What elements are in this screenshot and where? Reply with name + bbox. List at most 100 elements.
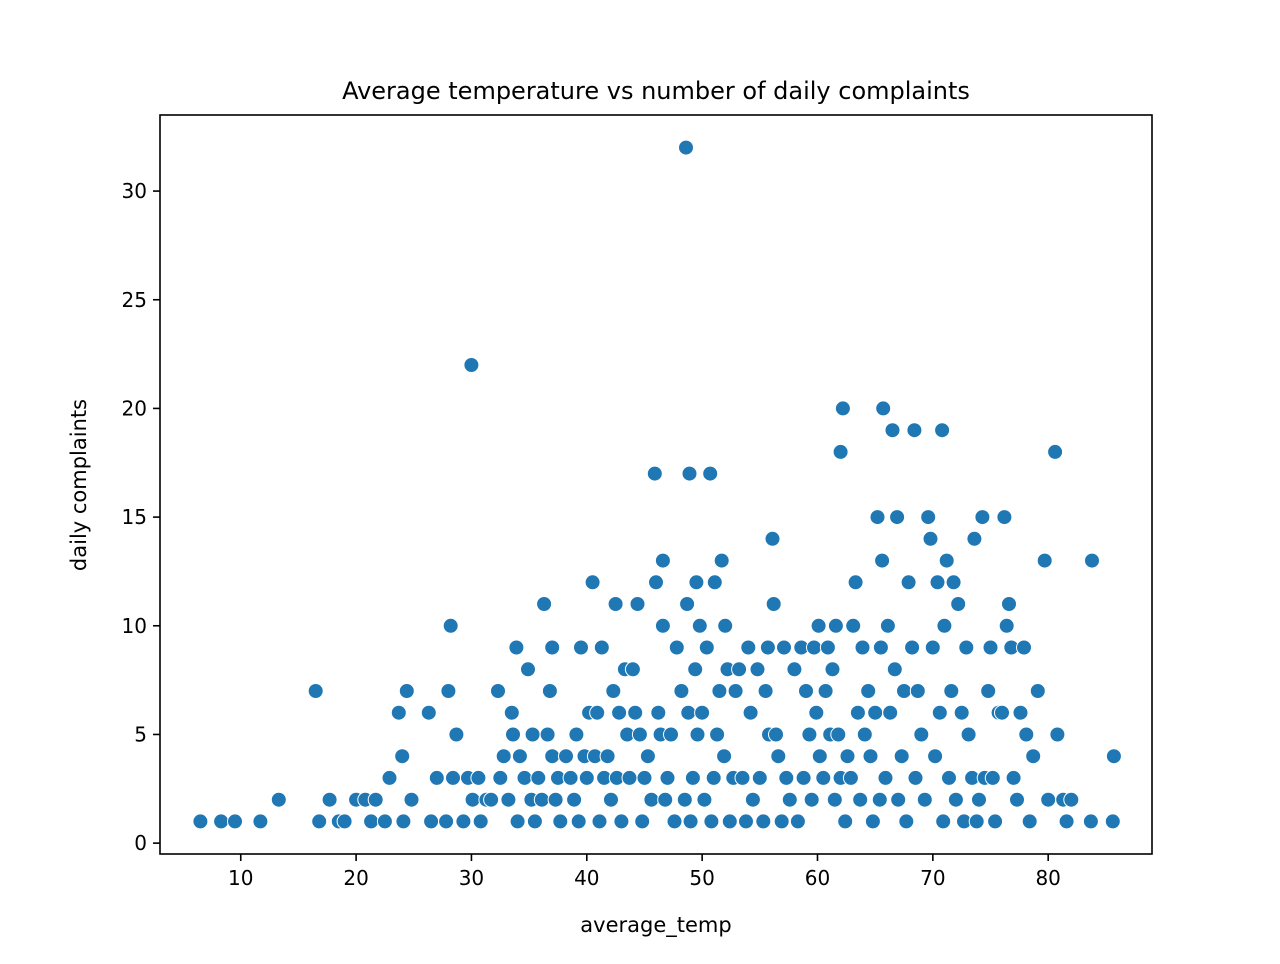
- data-point: [934, 422, 951, 439]
- data-point: [666, 813, 683, 830]
- data-point: [742, 704, 759, 721]
- plot-frame: [159, 114, 1153, 855]
- data-point: [445, 769, 461, 786]
- data-point: [541, 683, 558, 699]
- data-point: [403, 791, 420, 808]
- data-point: [689, 726, 706, 743]
- data-point: [472, 813, 489, 830]
- data-point: [890, 791, 907, 808]
- data-point: [953, 704, 970, 721]
- data-point: [1025, 748, 1042, 765]
- data-point: [815, 769, 832, 786]
- data-point: [1018, 726, 1035, 743]
- x-tick-label: 50: [689, 866, 714, 890]
- data-point: [1036, 552, 1053, 569]
- data-point: [605, 683, 622, 699]
- data-point: [927, 748, 944, 765]
- data-point: [827, 617, 844, 634]
- data-point: [856, 726, 873, 743]
- data-point: [727, 683, 744, 699]
- data-point: [938, 552, 955, 569]
- data-point: [673, 683, 690, 699]
- data-point: [786, 661, 803, 678]
- data-point: [713, 552, 730, 569]
- data-point: [573, 639, 589, 656]
- data-point: [817, 683, 834, 699]
- data-point: [395, 813, 412, 830]
- data-point: [524, 726, 541, 743]
- data-point: [442, 617, 459, 634]
- data-point: [678, 139, 694, 156]
- data-point: [924, 639, 941, 656]
- x-axis-label: average_temp: [580, 913, 731, 938]
- data-point: [213, 813, 230, 830]
- data-point: [798, 683, 814, 699]
- data-point: [824, 661, 841, 678]
- data-point: [884, 422, 901, 439]
- data-point: [547, 791, 564, 808]
- data-point: [960, 726, 977, 743]
- data-point: [757, 683, 774, 699]
- data-point: [987, 813, 1004, 830]
- data-point: [996, 509, 1013, 526]
- data-point: [1084, 552, 1100, 569]
- data-point: [376, 813, 393, 830]
- data-point: [860, 683, 877, 699]
- data-point: [795, 769, 812, 786]
- data-point: [363, 813, 380, 830]
- data-point: [832, 443, 849, 460]
- data-point: [448, 726, 465, 743]
- y-axis-label: daily complaints: [67, 399, 91, 571]
- data-point: [864, 813, 881, 830]
- data-point: [871, 791, 888, 808]
- data-point: [764, 530, 781, 547]
- data-point: [509, 813, 526, 830]
- data-point: [971, 791, 987, 808]
- data-point: [558, 748, 574, 765]
- data-point: [470, 769, 487, 786]
- data-point: [659, 769, 676, 786]
- data-point: [1012, 704, 1029, 721]
- data-point: [830, 726, 847, 743]
- data-point: [931, 704, 948, 721]
- data-point: [1082, 813, 1099, 830]
- data-point: [744, 791, 761, 808]
- y-axis-ticks: 0 5 10 15 20 25 30: [122, 179, 160, 855]
- data-point: [568, 726, 585, 743]
- data-point: [920, 509, 937, 526]
- data-point: [811, 748, 828, 765]
- data-point: [1021, 813, 1038, 830]
- data-point: [982, 639, 999, 656]
- data-point: [511, 748, 528, 765]
- data-point: [886, 661, 903, 678]
- data-point: [607, 596, 624, 612]
- data-point: [629, 596, 646, 612]
- data-point: [869, 509, 886, 526]
- data-point: [1058, 813, 1075, 830]
- data-point: [252, 813, 269, 830]
- data-point: [709, 726, 726, 743]
- data-point: [801, 726, 818, 743]
- data-point: [734, 769, 751, 786]
- data-point: [552, 813, 569, 830]
- data-point: [966, 530, 983, 547]
- data-point: [621, 769, 638, 786]
- data-point: [530, 769, 547, 786]
- data-point: [847, 574, 864, 591]
- data-point: [639, 748, 656, 765]
- points-layer: [192, 139, 1122, 830]
- data-point: [464, 791, 481, 808]
- x-tick-label: 30: [459, 866, 484, 890]
- data-point: [980, 683, 997, 699]
- data-point: [974, 509, 991, 526]
- data-point: [929, 574, 946, 591]
- data-point: [603, 791, 619, 808]
- data-point: [994, 704, 1010, 721]
- data-point: [694, 704, 711, 721]
- data-point: [663, 726, 679, 743]
- data-point: [492, 769, 509, 786]
- data-point: [544, 639, 561, 656]
- data-point: [438, 813, 455, 830]
- x-tick-label: 80: [1035, 866, 1060, 890]
- data-point: [882, 704, 899, 721]
